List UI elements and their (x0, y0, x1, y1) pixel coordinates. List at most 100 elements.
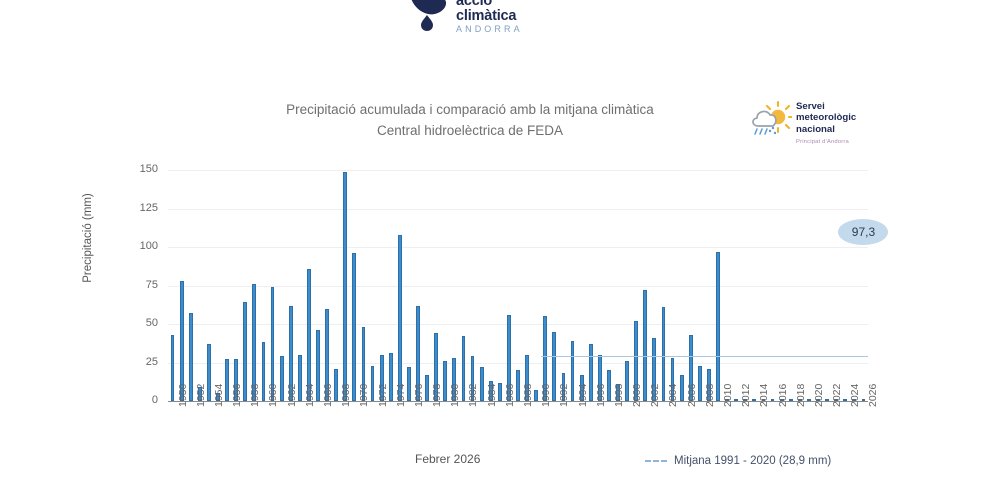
y-tick-75: 75 (145, 278, 158, 291)
bar-1985 (488, 380, 493, 401)
legend-label: Mitjana 1991 - 2020 (28,9 mm) (674, 455, 832, 467)
bar-1974 (388, 353, 393, 401)
x-tick-1976: 1976 (412, 383, 425, 407)
y-axis-ticks: 0 25 50 75 100 125 150 (114, 0, 158, 498)
bar-1950 (170, 334, 175, 401)
bar-1999 (616, 384, 620, 401)
bar-2021 (816, 399, 820, 401)
x-tick-1954: 1954 (212, 383, 225, 407)
bar-2000 (625, 360, 629, 401)
bar-1969 (343, 171, 348, 401)
bar-1953 (197, 387, 202, 401)
bar-2019 (797, 399, 802, 401)
highlight-value-badge: 97,3 (838, 219, 889, 246)
x-tick-1950: 1950 (176, 383, 189, 407)
bar-2003 (652, 337, 657, 401)
bar-2020 (807, 399, 811, 401)
bar-2026 (861, 399, 866, 401)
chart-subtitle: Central hidroelèctrica de FEDA (376, 122, 564, 138)
x-tick-2006: 2006 (685, 383, 698, 407)
bar-1958 (243, 302, 248, 401)
brand-wordmark: acció climàtica ANDORRA (456, 0, 523, 36)
brand-logo: acció climàtica ANDORRA (408, 0, 578, 36)
y-tick-100: 100 (139, 240, 158, 252)
bar-1965 (307, 268, 311, 401)
bar-1957 (234, 359, 239, 401)
y-axis-title: Precipitació (mm) (82, 193, 94, 283)
x-axis-line (168, 401, 868, 402)
bar-1990 (534, 390, 539, 401)
bar-1983 (470, 356, 475, 401)
bar-1991 (543, 316, 548, 401)
bar-1970 (352, 253, 357, 401)
bar-1973 (379, 354, 384, 401)
bar-2014 (752, 399, 757, 401)
y-tick-25: 25 (145, 355, 158, 368)
bar-1984 (479, 367, 484, 401)
x-axis-ticks: 1950 1952 1954 1956 1958 1960 1962 1964 1966 1968… (168, 384, 880, 455)
bar-1976 (407, 367, 411, 401)
meteo-wordmark: Servei meteorològic nacional Principat d… (796, 98, 856, 146)
bar-1998 (607, 370, 611, 401)
x-tick-2010: 2010 (722, 383, 734, 407)
bar-1996 (588, 344, 593, 401)
bar-2009 (707, 368, 711, 401)
x-tick-1972: 1972 (376, 383, 389, 407)
gridline-75 (168, 285, 868, 287)
chart-caption: Febrer 2026 (415, 452, 481, 466)
x-tick-2008: 2008 (703, 383, 716, 407)
bar-1977 (416, 305, 420, 401)
bar-1955 (216, 393, 220, 401)
bar-2005 (670, 357, 675, 401)
bar-1963 (288, 305, 293, 401)
bar-2001 (634, 320, 639, 401)
legend-dash-icon (645, 460, 667, 462)
bar-2011 (725, 399, 729, 401)
bar-2022 (825, 399, 829, 401)
x-tick-2018: 2018 (794, 383, 807, 407)
bar-1968 (334, 368, 339, 401)
x-tick-1986: 1986 (503, 383, 516, 407)
water-drop-icon (408, 0, 450, 36)
x-tick-1974: 1974 (394, 383, 407, 407)
x-tick-1992: 1992 (558, 383, 571, 407)
chart-legend: Mitjana 1991 - 2020 (28,9 mm) (645, 455, 831, 467)
gridline-25 (168, 362, 868, 364)
x-tick-1964: 1964 (303, 383, 316, 407)
y-tick-150: 150 (139, 163, 158, 175)
x-tick-1996: 1996 (594, 383, 607, 407)
bar-1978 (425, 374, 429, 401)
mean-reference-line (540, 356, 868, 358)
bar-1964 (297, 354, 302, 401)
bar-1987 (507, 314, 511, 401)
page-title: Precipitació acumulada i comparació amb … (0, 100, 940, 142)
bar-2025 (852, 399, 857, 401)
x-tick-1982: 1982 (467, 383, 480, 407)
gridline-150 (168, 170, 868, 171)
bar-2024 (843, 399, 848, 401)
x-tick-1988: 1988 (522, 383, 534, 407)
bar-2012 (734, 399, 739, 401)
x-tick-1968: 1968 (340, 383, 353, 407)
bar-2013 (743, 399, 748, 401)
x-tick-1998: 1998 (612, 383, 625, 407)
bar-2023 (834, 399, 839, 401)
bar-1952 (188, 313, 193, 401)
x-tick-2024: 2024 (849, 383, 862, 407)
x-tick-2022: 2022 (831, 383, 844, 407)
y-tick-50: 50 (145, 317, 158, 329)
x-tick-2000: 2000 (631, 383, 644, 407)
bar-1982 (461, 336, 466, 401)
x-tick-1958: 1958 (249, 383, 262, 407)
bar-1979 (434, 333, 439, 401)
y-tick-125: 125 (139, 201, 158, 214)
bar-1961 (270, 287, 275, 401)
bar-1971 (361, 327, 366, 401)
bar-1975 (397, 234, 402, 401)
bar-2008 (697, 365, 702, 401)
x-tick-1956: 1956 (231, 383, 244, 407)
x-tick-2020: 2020 (812, 383, 825, 407)
bar-series (168, 170, 868, 401)
brand-line-1: acció (456, 0, 493, 9)
y-tick-0: 0 (151, 394, 158, 406)
